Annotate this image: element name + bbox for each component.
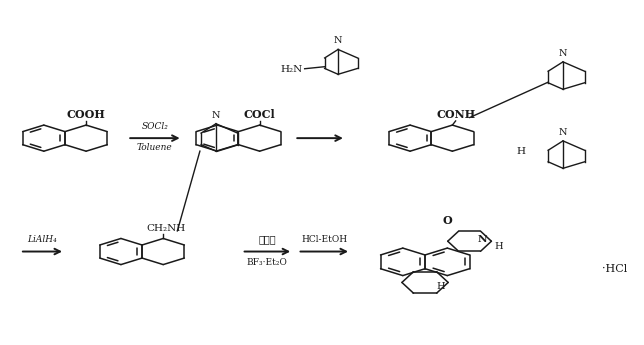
Text: CONH: CONH bbox=[436, 109, 475, 120]
Text: N: N bbox=[559, 49, 567, 58]
Text: H: H bbox=[494, 242, 503, 251]
Text: ·HCl: ·HCl bbox=[601, 264, 627, 274]
Text: HCl-EtOH: HCl-EtOH bbox=[301, 235, 347, 244]
Text: COCl: COCl bbox=[243, 109, 276, 120]
Text: O: O bbox=[443, 215, 453, 226]
Text: COOH: COOH bbox=[67, 109, 106, 120]
Text: BF₃·Et₂O: BF₃·Et₂O bbox=[247, 258, 288, 267]
Text: N: N bbox=[334, 36, 343, 45]
Text: N: N bbox=[212, 111, 220, 120]
Text: H: H bbox=[516, 147, 526, 156]
Text: Toluene: Toluene bbox=[137, 143, 173, 152]
Text: CH₂NH: CH₂NH bbox=[147, 224, 186, 233]
Text: N: N bbox=[478, 235, 487, 244]
Text: LiAlH₄: LiAlH₄ bbox=[28, 235, 57, 244]
Text: 三光气: 三光气 bbox=[258, 234, 276, 244]
Text: H: H bbox=[436, 282, 445, 291]
Text: H₂N: H₂N bbox=[281, 65, 303, 74]
Text: SOCl₂: SOCl₂ bbox=[142, 121, 168, 130]
Text: N: N bbox=[559, 128, 567, 137]
